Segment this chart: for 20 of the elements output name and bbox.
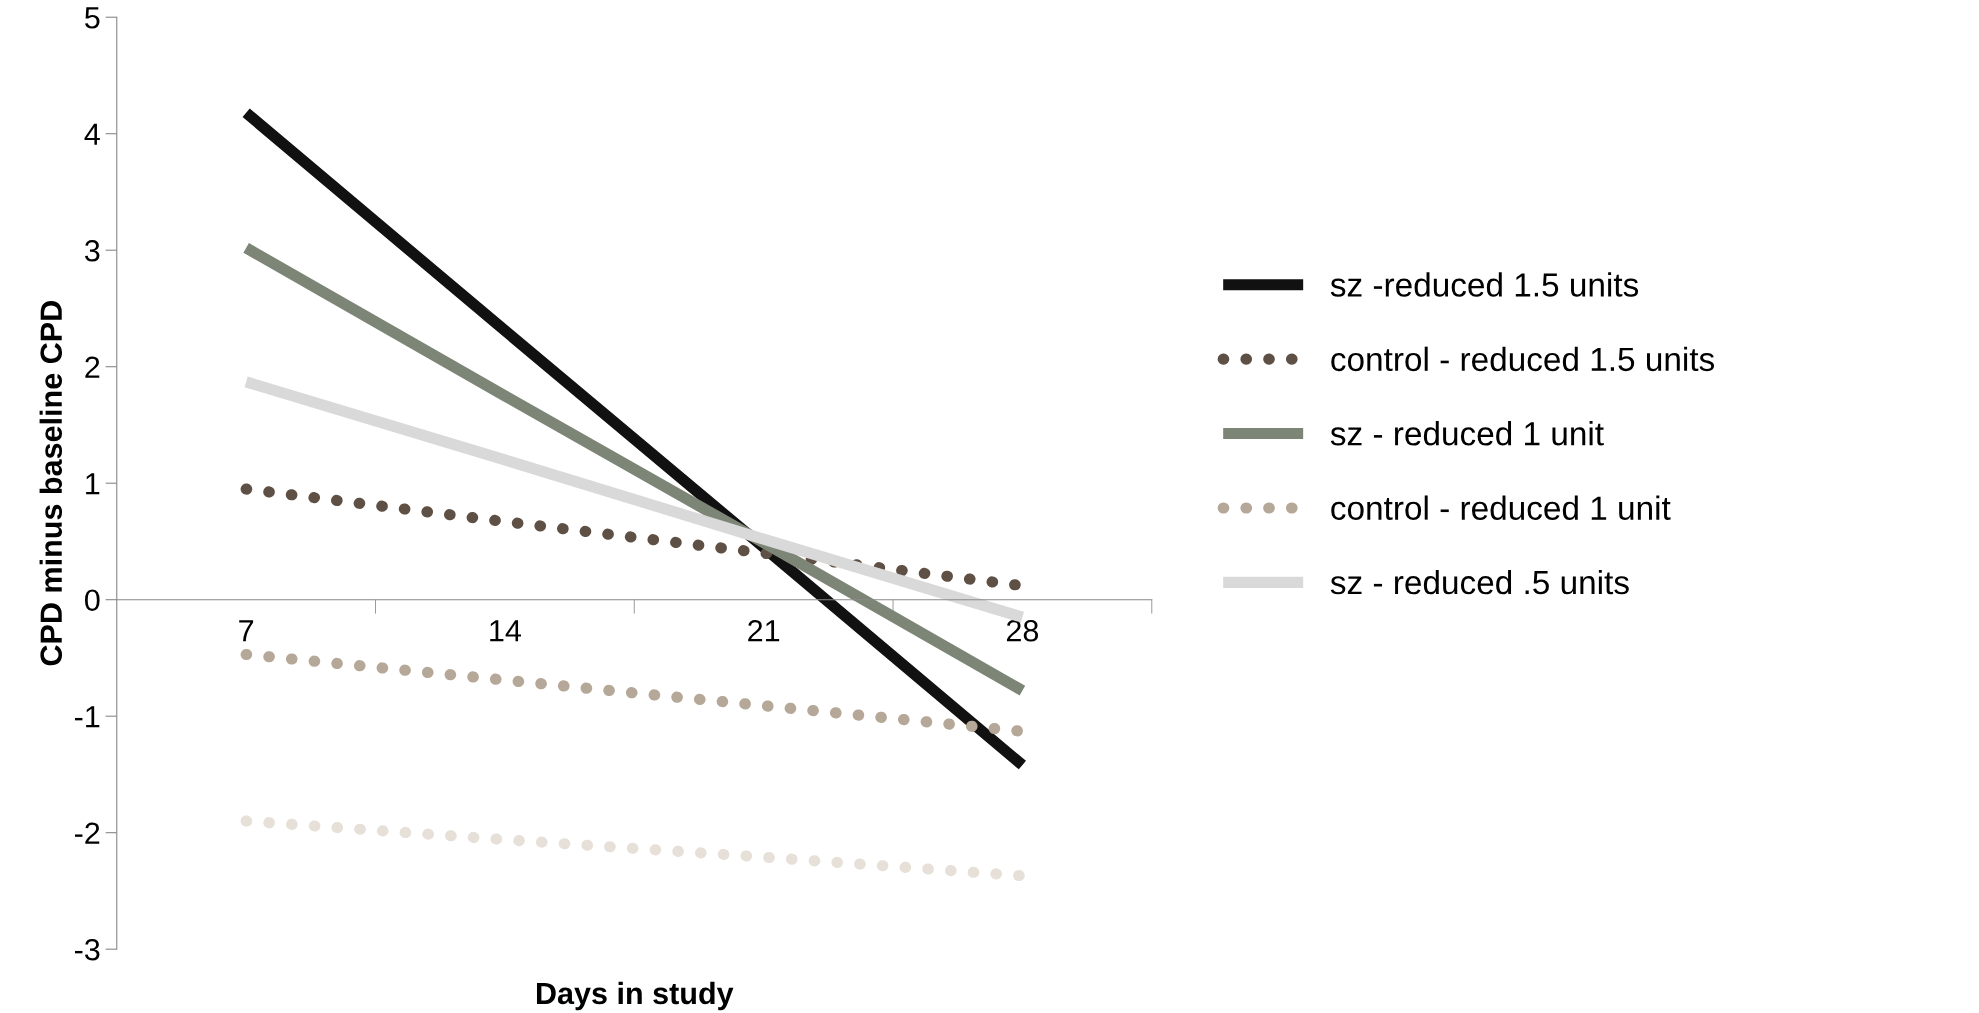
y-axis-title: CPD minus baseline CPD [39, 301, 63, 666]
x-tick-label: 28 [1006, 619, 1039, 642]
legend-label: control - reduced 1 unit [1331, 495, 1671, 520]
legend-label: sz - reduced .5 units [1330, 569, 1629, 595]
y-tick-label: 0 [84, 589, 100, 612]
y-tick-label: -3 [74, 938, 100, 961]
y-tick-label: -1 [74, 706, 100, 728]
legend-label: sz -reduced 1.5 units [1330, 272, 1639, 297]
y-tick-label: 4 [84, 123, 100, 145]
y-tick-label: 1 [86, 473, 100, 495]
y-tick-label: 5 [85, 7, 100, 29]
y-tick-label: 3 [84, 239, 100, 262]
legend-label: sz - reduced 1 unit [1330, 421, 1604, 446]
x-tick-label: 14 [490, 620, 521, 642]
y-tick-label: 2 [85, 356, 100, 378]
x-tick-label: 7 [239, 620, 254, 642]
x-tick-label: 21 [748, 619, 780, 642]
y-tick-label: -2 [74, 822, 100, 844]
x-axis-title: Days in study [536, 981, 734, 1011]
legend-label: control - reduced 1.5 units [1331, 346, 1715, 372]
